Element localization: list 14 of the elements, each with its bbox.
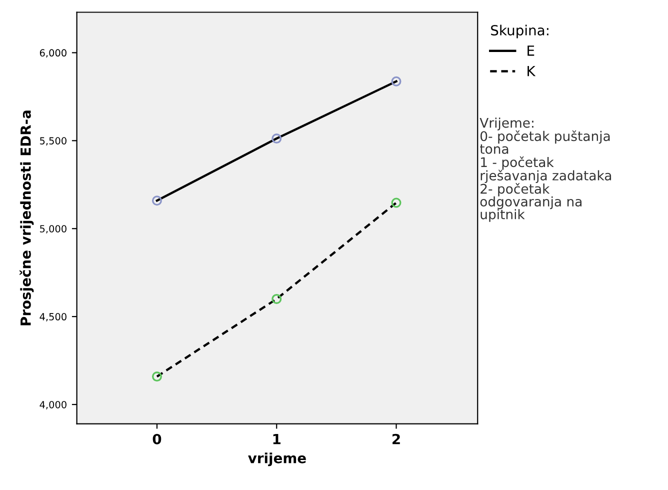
x-tick-label: 2	[392, 434, 400, 444]
legend-title: Skupina:	[491, 24, 548, 38]
y-tick-label: 4,500	[40, 313, 66, 322]
y-axis-title: Prosječne vrijednosti EDR-a	[20, 110, 34, 326]
y-tick-label: 6,000	[40, 49, 66, 58]
text: Vrijeme: 0- početak puštanja tona 1 - početak rješavanja zadataka 2- početak odgovaranja na upitnik	[480, 118, 612, 222]
x-tick-label: 1	[273, 434, 280, 444]
x-axis-title: vrijeme	[248, 452, 306, 466]
y-tick-label: 4,000	[40, 400, 66, 410]
legend-label: E	[528, 46, 534, 56]
x-tick-label: 0	[152, 434, 162, 444]
legend-label: K	[528, 66, 536, 76]
y-tick-label: 5,500	[40, 137, 66, 146]
y-tick-label: 5,000	[40, 225, 66, 234]
